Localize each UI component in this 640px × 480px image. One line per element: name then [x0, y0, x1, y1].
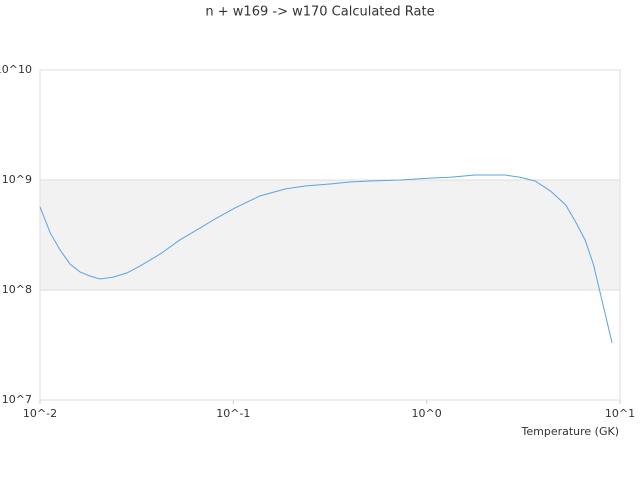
grid-band [40, 180, 620, 290]
x-tick-label: 10^1 [605, 407, 635, 420]
y-tick-label: 10^10 [0, 63, 32, 76]
x-axis-title: Temperature (GK) [521, 425, 620, 438]
y-tick-label: 10^9 [2, 173, 32, 186]
x-tick-label: 10^0 [412, 407, 442, 420]
chart-title: n + w169 -> w170 Calculated Rate [205, 5, 434, 20]
y-tick-label: 10^8 [2, 283, 32, 296]
plot-frame [39, 69, 621, 401]
y-tick-label: 10^7 [2, 393, 32, 406]
x-tick-label: 10^-1 [216, 407, 250, 420]
x-tick-label: 10^-2 [23, 407, 57, 420]
data-line [39, 174, 613, 344]
